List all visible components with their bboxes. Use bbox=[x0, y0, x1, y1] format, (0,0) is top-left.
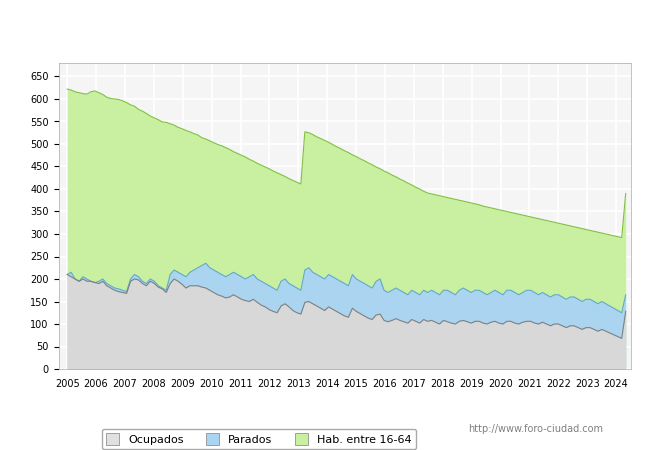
Text: http://www.foro-ciudad.com: http://www.foro-ciudad.com bbox=[468, 424, 603, 434]
Text: Xunqueira de Espadanedo - Evolucion de la poblacion en edad de Trabajar Mayo de : Xunqueira de Espadanedo - Evolucion de l… bbox=[26, 21, 624, 33]
Legend: Ocupados, Parados, Hab. entre 16-64: Ocupados, Parados, Hab. entre 16-64 bbox=[101, 429, 416, 449]
